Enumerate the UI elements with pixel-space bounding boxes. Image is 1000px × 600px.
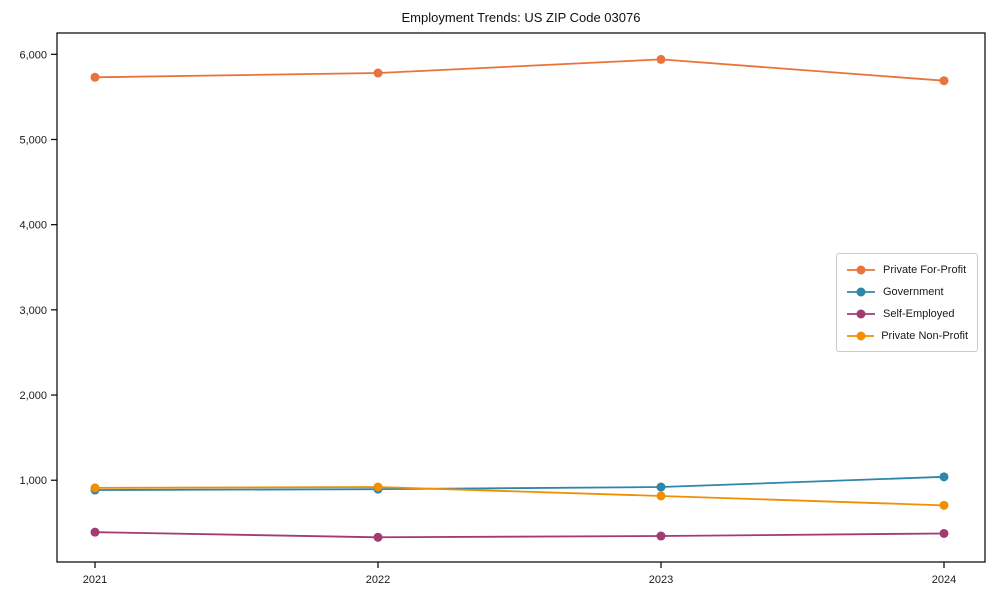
legend-item-government: Government — [846, 283, 968, 300]
legend-label: Private For-Profit — [883, 263, 967, 276]
plot-border — [56, 32, 986, 563]
data-point-private-for-profit-2023 — [656, 54, 666, 64]
data-point-private-non-profit-2022 — [373, 482, 383, 492]
legend-label: Government — [883, 285, 944, 298]
y-tick-label: 4,000 — [19, 220, 47, 232]
data-point-self-employed-2024 — [939, 528, 949, 538]
y-tick-label: 5,000 — [19, 134, 47, 146]
data-point-government-2024 — [939, 472, 949, 482]
legend-marker-icon — [847, 331, 875, 340]
y-tick-label: 2,000 — [19, 390, 47, 402]
x-tick-label: 2022 — [366, 574, 390, 586]
legend-item-self-employed: Self-Employed — [846, 305, 968, 322]
y-tick-label: 3,000 — [19, 305, 47, 317]
series-line-private-for-profit — [94, 58, 945, 82]
data-point-private-for-profit-2024 — [939, 76, 949, 86]
x-tick-label: 2023 — [649, 574, 673, 586]
data-point-private-non-profit-2021 — [90, 483, 100, 493]
data-point-private-for-profit-2022 — [373, 68, 383, 78]
data-point-self-employed-2023 — [656, 531, 666, 541]
data-point-private-for-profit-2021 — [90, 72, 100, 82]
legend-marker-icon — [847, 265, 875, 274]
y-tick-label: 1,000 — [19, 475, 47, 487]
legend-item-private-for-profit: Private For-Profit — [846, 261, 968, 278]
chart-legend: Private For-Profit Government Self-Employe… — [836, 253, 978, 352]
legend-label: Private Non-Profit — [881, 329, 968, 342]
data-point-self-employed-2022 — [373, 532, 383, 542]
x-tick-label: 2021 — [83, 574, 107, 586]
data-point-self-employed-2021 — [90, 527, 100, 537]
chart-title: Employment Trends: US ZIP Code 03076 — [401, 10, 641, 25]
series-line-private-non-profit — [94, 486, 945, 507]
data-point-private-non-profit-2023 — [656, 491, 666, 501]
series-line-self-employed — [94, 531, 945, 539]
x-tick-label: 2024 — [932, 574, 956, 586]
data-point-government-2023 — [656, 482, 666, 492]
data-point-private-non-profit-2024 — [939, 500, 949, 510]
legend-marker-icon — [847, 287, 875, 296]
legend-marker-icon — [847, 309, 875, 318]
series-line-government — [94, 475, 945, 491]
legend-item-private-non-profit: Private Non-Profit — [846, 327, 968, 344]
y-tick-label: 6,000 — [19, 49, 47, 61]
legend-label: Self-Employed — [883, 307, 955, 320]
